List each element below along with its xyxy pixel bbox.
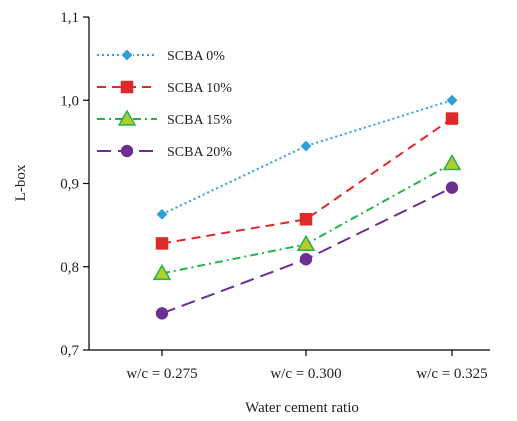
data-point-scba-10 [299, 213, 313, 226]
legend-marker [120, 48, 134, 62]
data-point-scba-0 [445, 93, 459, 107]
x-axis-label: Water cement ratio [245, 400, 359, 416]
x-ticks: w/c = 0.275 w/c = 0.300 w/c = 0.325 [126, 350, 488, 382]
legend-item-scba-10: SCBA 10% [97, 80, 232, 96]
legend-marker [120, 144, 134, 158]
data-point-scba-15 [296, 234, 316, 252]
y-tick-label: 0,8 [60, 260, 79, 276]
y-tick-label: 0,9 [60, 177, 79, 193]
data-point-scba-10 [155, 237, 169, 250]
legend-label: SCBA 15% [167, 113, 232, 128]
series-scba-10 [155, 112, 459, 250]
data-point-scba-20 [299, 253, 313, 266]
legend-marker [120, 80, 134, 94]
x-tick-label: w/c = 0.275 [126, 366, 197, 382]
y-tick-label: 0,7 [60, 343, 79, 359]
legend-label: SCBA 20% [167, 145, 232, 160]
x-tick-label: w/c = 0.300 [270, 366, 341, 382]
legend-item-scba-20: SCBA 20% [97, 144, 232, 160]
data-point-scba-10 [445, 112, 459, 125]
legend-item-scba-15: SCBA 15% [97, 109, 232, 128]
legend: SCBA 0% SCBA 10% SCBA 15% SCBA 20% [97, 48, 232, 160]
series-scba-0 [155, 93, 459, 221]
series-line-scba-10 [161, 117, 453, 245]
x-tick-label: w/c = 0.325 [416, 366, 487, 382]
data-point-scba-15 [442, 154, 462, 171]
legend-label: SCBA 0% [167, 49, 225, 64]
data-point-scba-20 [445, 181, 459, 194]
legend-item-scba-0: SCBA 0% [97, 48, 225, 64]
series-scba-20 [155, 181, 459, 320]
y-axis-label: L-box [13, 164, 29, 201]
y-ticks: 0,7 0,8 0,9 1,0 1,1 [60, 10, 89, 359]
data-point-scba-15 [152, 263, 172, 281]
data-point-scba-20 [155, 307, 169, 320]
series-scba-15 [152, 154, 462, 281]
y-tick-label: 1,1 [60, 10, 79, 26]
data-point-scba-0 [299, 139, 313, 153]
data-point-scba-0 [155, 207, 169, 221]
series-group [152, 93, 462, 320]
y-tick-label: 1,0 [60, 93, 79, 109]
legend-label: SCBA 10% [167, 81, 232, 96]
axes [88, 17, 490, 351]
series-line-scba-0 [161, 99, 453, 216]
legend-marker [117, 109, 137, 126]
